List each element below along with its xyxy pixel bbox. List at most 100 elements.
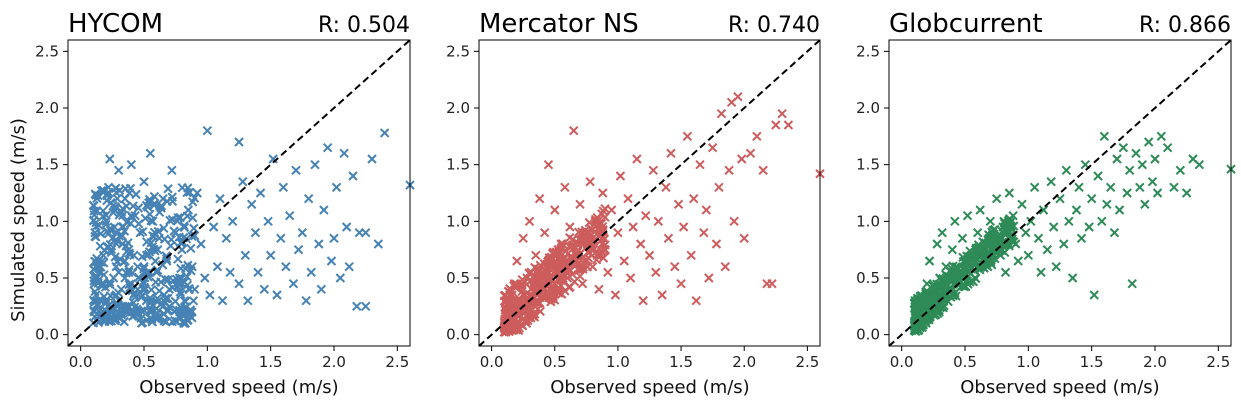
point-stroke — [948, 279, 959, 289]
data-point — [971, 273, 981, 284]
point-stroke — [192, 188, 202, 198]
data-point — [278, 182, 289, 193]
data-point — [212, 261, 223, 272]
data-point — [663, 233, 674, 244]
data-point — [714, 182, 724, 193]
data-point — [610, 290, 621, 300]
point-stroke — [971, 273, 981, 284]
point-stroke — [533, 264, 543, 274]
point-stroke — [1029, 182, 1040, 193]
data-point — [615, 171, 626, 181]
point-stroke — [176, 289, 186, 299]
data-point — [1143, 137, 1154, 147]
data-point — [177, 183, 187, 193]
data-point — [161, 317, 171, 327]
y-tick-label: 1.5 — [446, 156, 470, 174]
point-stroke — [293, 244, 304, 255]
data-point — [1118, 142, 1129, 153]
x-axis-label: Observed speed (m/s) — [550, 377, 749, 398]
point-stroke — [935, 302, 945, 313]
point-stroke — [157, 260, 168, 270]
y-tick-label: 2.0 — [35, 99, 59, 117]
point-stroke — [638, 295, 648, 306]
data-point — [691, 295, 701, 306]
point-stroke — [553, 245, 564, 255]
point-stroke — [143, 272, 153, 282]
point-stroke — [947, 289, 957, 299]
point-stroke — [278, 182, 289, 193]
data-point — [152, 293, 163, 304]
point-stroke — [147, 306, 157, 316]
data-point — [117, 231, 128, 241]
data-point — [122, 246, 132, 257]
data-point — [503, 301, 513, 311]
data-point — [520, 277, 530, 287]
point-stroke — [548, 258, 558, 268]
data-point — [995, 244, 1006, 255]
point-stroke — [114, 210, 124, 220]
data-point — [156, 277, 166, 287]
data-point — [188, 213, 198, 223]
point-stroke — [1124, 165, 1135, 176]
data-point — [1003, 217, 1014, 228]
data-point — [326, 256, 337, 266]
data-point — [124, 188, 135, 198]
point-stroke — [648, 165, 658, 176]
data-point — [119, 316, 129, 327]
point-stroke — [995, 235, 1005, 246]
point-stroke — [613, 227, 623, 238]
data-point — [240, 250, 251, 261]
point-stroke — [170, 296, 181, 306]
data-point — [543, 159, 554, 170]
data-point — [585, 176, 595, 187]
data-point — [129, 302, 140, 312]
data-point — [139, 264, 149, 274]
data-point — [319, 205, 329, 215]
data-point — [149, 191, 160, 202]
data-point — [1067, 273, 1078, 283]
data-point — [950, 268, 960, 279]
data-point — [925, 293, 935, 304]
data-point — [144, 247, 155, 257]
data-point — [572, 250, 582, 260]
point-stroke — [149, 191, 160, 202]
point-stroke — [1143, 137, 1154, 147]
point-stroke — [188, 213, 198, 223]
data-point — [170, 316, 180, 326]
point-stroke — [913, 317, 924, 327]
point-stroke — [301, 295, 311, 306]
point-stroke — [122, 246, 132, 257]
data-point — [524, 216, 535, 227]
point-stroke — [923, 288, 933, 298]
point-stroke — [518, 233, 528, 244]
data-point — [919, 306, 929, 316]
point-stroke — [729, 216, 739, 227]
data-point — [924, 313, 934, 323]
point-stroke — [635, 239, 646, 249]
point-stroke — [225, 267, 235, 278]
point-stroke — [1042, 244, 1053, 255]
point-stroke — [92, 206, 102, 216]
point-stroke — [145, 148, 156, 159]
data-point — [704, 273, 714, 283]
point-stroke — [339, 148, 349, 159]
point-stroke — [555, 261, 565, 271]
reference-line-y-equals-x — [888, 39, 1232, 347]
data-point — [638, 295, 648, 306]
reference-line-y-equals-x — [478, 39, 821, 347]
data-point — [623, 193, 633, 204]
point-stroke — [925, 293, 935, 304]
data-point — [184, 284, 194, 295]
point-stroke — [1118, 142, 1129, 153]
data-point — [112, 256, 122, 267]
y-tick-label: 0.5 — [856, 269, 880, 287]
data-point — [1102, 199, 1112, 210]
point-stroke — [128, 298, 139, 308]
data-point — [1194, 159, 1205, 170]
point-stroke — [221, 233, 232, 244]
data-point — [1048, 222, 1059, 232]
data-point — [648, 165, 658, 176]
point-stroke — [736, 154, 747, 164]
point-stroke — [137, 317, 148, 328]
point-stroke — [176, 263, 186, 274]
